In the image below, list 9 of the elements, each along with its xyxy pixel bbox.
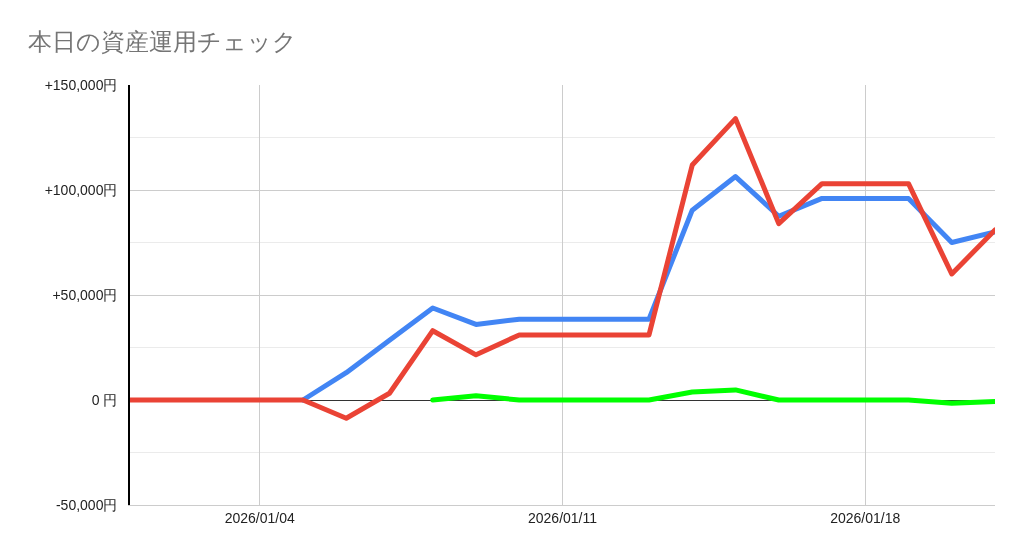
x-tick-label: 2026/01/04	[224, 509, 295, 526]
y-tick-label: 0 円	[91, 391, 118, 408]
x-tick-label: 2026/01/11	[527, 509, 598, 526]
y-tick-label: +100,000円	[44, 181, 118, 198]
y-tick-label: +150,000円	[44, 76, 118, 93]
y-tick-label: +50,000円	[52, 286, 118, 303]
x-tick-label: 2026/01/18	[830, 509, 901, 526]
chart-title: 本日の資産運用チェック	[28, 28, 297, 57]
y-tick-label: -50,000円	[55, 496, 118, 513]
